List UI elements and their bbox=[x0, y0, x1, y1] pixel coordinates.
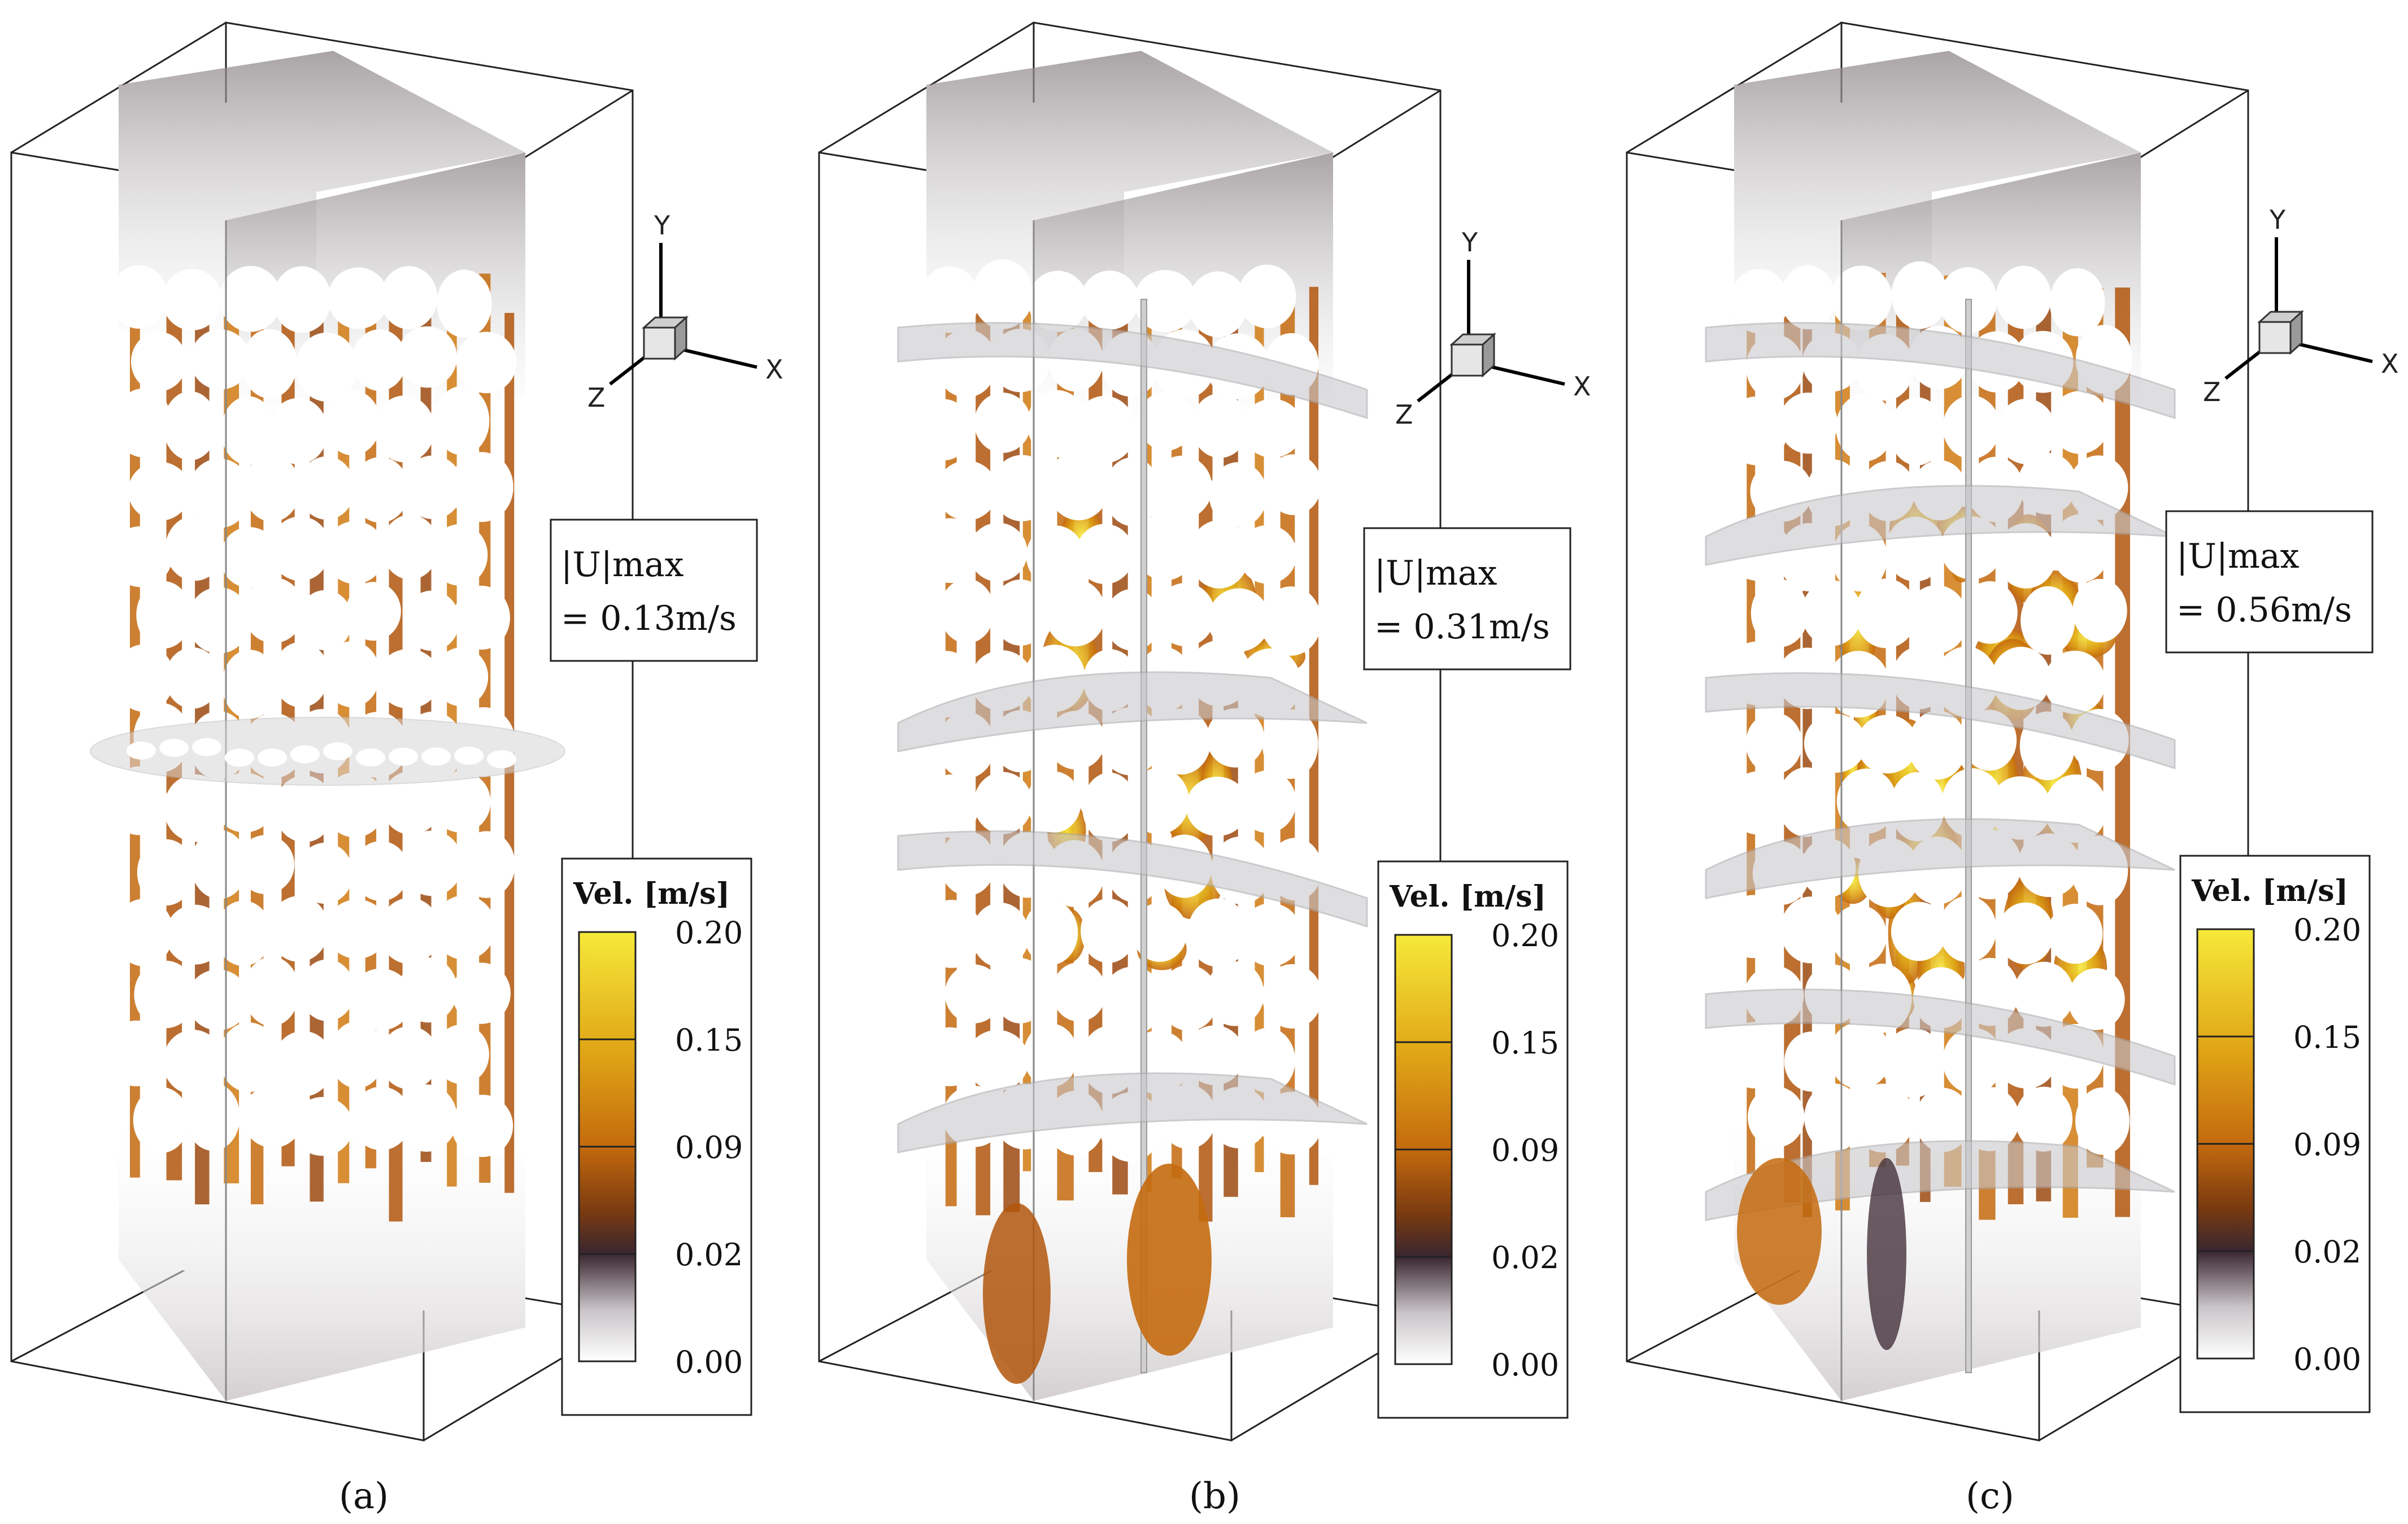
umax-label: |U|max bbox=[1374, 554, 1497, 593]
legend-tick: 0.09 bbox=[1491, 1133, 1559, 1168]
axis-label-x: X bbox=[1573, 371, 1591, 402]
legend-tick: 0.09 bbox=[675, 1130, 743, 1165]
velocity-legend: Vel. [m/s] 0.20 0.15 0.09 0.02 0.00 bbox=[2179, 855, 2371, 1413]
umax-box: |U|max = 0.13m/s bbox=[550, 519, 758, 662]
legend-tick: 0.02 bbox=[2293, 1234, 2361, 1270]
baffles bbox=[1705, 322, 2176, 1221]
umax-value: = 0.56m/s bbox=[2176, 590, 2352, 630]
velocity-legend: Vel. [m/s] 0.20 0.15 0.09 0.02 0.00 bbox=[1377, 860, 1569, 1419]
velocity-legend: Vel. [m/s] 0.20 0.15 0.09 0.02 0.00 bbox=[561, 857, 752, 1416]
panel-caption: (a) bbox=[339, 1475, 389, 1517]
screw-shaft bbox=[1140, 299, 1147, 1373]
baffles bbox=[897, 322, 1368, 1153]
axis-triad: Y X Z bbox=[2203, 204, 2399, 407]
umax-box: |U|max = 0.31m/s bbox=[1363, 527, 1571, 670]
axis-label-y: Y bbox=[654, 210, 670, 241]
umax-label: |U|max bbox=[561, 545, 684, 585]
legend-tick: 0.02 bbox=[675, 1237, 743, 1273]
axis-label-z: Z bbox=[1395, 399, 1413, 430]
panel-caption: (c) bbox=[1966, 1475, 2014, 1517]
umax-box: |U|max = 0.56m/s bbox=[2165, 510, 2374, 654]
legend-tick: 0.20 bbox=[1491, 918, 1559, 953]
legend-tick: 0.15 bbox=[675, 1022, 743, 1058]
legend-title: Vel. [m/s] bbox=[1389, 879, 1546, 914]
particle-sections bbox=[108, 265, 517, 1157]
particle-sections bbox=[914, 259, 1322, 1162]
legend-tick: 0.20 bbox=[675, 915, 743, 951]
panel-caption: (b) bbox=[1189, 1475, 1240, 1517]
axis-label-y: Y bbox=[1461, 227, 1478, 258]
umax-label: |U|max bbox=[2176, 537, 2300, 576]
legend-tick: 0.15 bbox=[2293, 1020, 2361, 1055]
panel-b: Y X Z |U|max = 0.31m/s Vel. [m/s] 0.20 0.15 0.09… bbox=[818, 21, 1591, 1517]
legend-tick: 0.09 bbox=[2293, 1127, 2361, 1162]
axis-label-x: X bbox=[2381, 349, 2399, 379]
legend-title: Vel. [m/s] bbox=[2191, 874, 2348, 908]
baffles bbox=[90, 717, 565, 786]
axis-triad: Y X Z bbox=[587, 210, 783, 413]
legend-tick: 0.15 bbox=[1491, 1025, 1559, 1061]
axis-label-z: Z bbox=[587, 382, 606, 413]
legend-title: Vel. [m/s] bbox=[573, 877, 730, 911]
umax-value: = 0.13m/s bbox=[561, 599, 737, 638]
legend-tick: 0.00 bbox=[1491, 1347, 1559, 1383]
axis-label-x: X bbox=[765, 354, 783, 385]
legend-tick: 0.00 bbox=[675, 1344, 743, 1380]
legend-tick: 0.02 bbox=[1491, 1240, 1559, 1275]
axis-triad: Y X Z bbox=[1395, 227, 1591, 430]
umax-value: = 0.31m/s bbox=[1374, 607, 1550, 647]
legend-tick: 0.00 bbox=[2293, 1342, 2361, 1377]
axis-label-y: Y bbox=[2269, 204, 2286, 235]
panel-a: Y X Z |U|max = 0.13m/s Vel. [m/s] 0.20 0.15 0.09… bbox=[10, 21, 783, 1517]
axis-label-z: Z bbox=[2203, 377, 2221, 407]
legend-tick: 0.20 bbox=[2293, 912, 2361, 948]
panel-c: Y X Z |U|max = 0.56m/s Vel. [m/s] 0.20 0.15 0.09… bbox=[1626, 21, 2399, 1517]
